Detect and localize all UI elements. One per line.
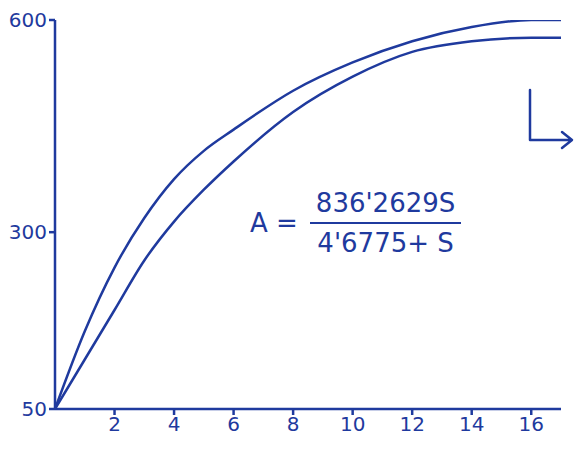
- svg-text:6: 6: [227, 412, 240, 436]
- svg-text:50: 50: [22, 397, 47, 421]
- svg-text:16: 16: [519, 412, 544, 436]
- html-text:4'6775+ S: 4'6775+ S: [317, 228, 454, 258]
- svg-text:8: 8: [287, 412, 300, 436]
- svg-text:2: 2: [108, 412, 121, 436]
- html-text:A =: A =: [250, 208, 298, 238]
- svg-text:4: 4: [168, 412, 181, 436]
- svg-text:14: 14: [459, 412, 484, 436]
- html-text:836'2629S: 836'2629S: [315, 188, 456, 218]
- svg-text:600: 600: [9, 8, 47, 32]
- svg-text:300: 300: [9, 220, 47, 244]
- svg-text:12: 12: [399, 412, 424, 436]
- svg-text:10: 10: [340, 412, 365, 436]
